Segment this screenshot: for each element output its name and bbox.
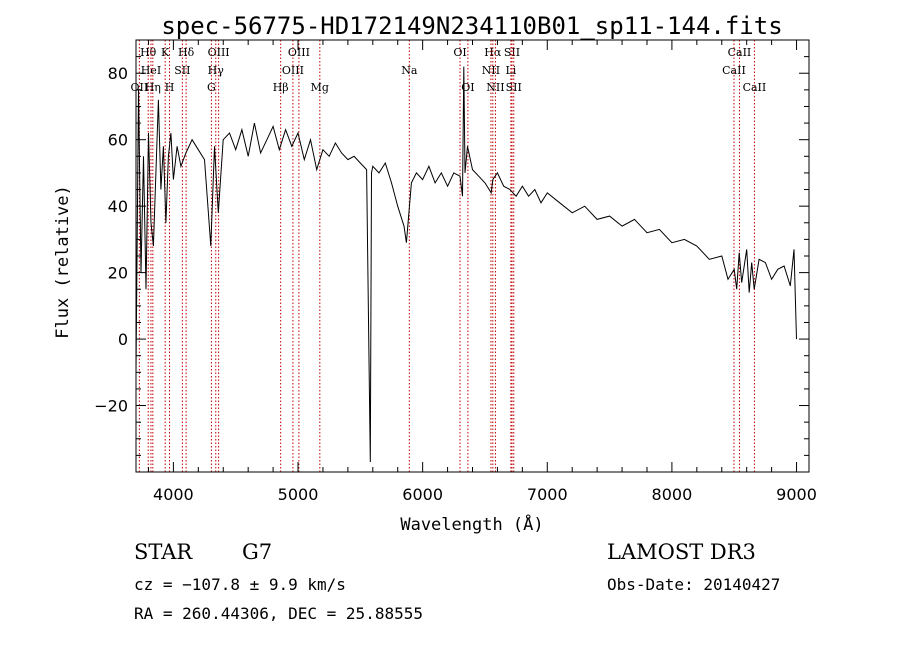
coordinates: RA = 260.44306, DEC = 25.88555: [134, 604, 423, 623]
spectral-line-label-16: OI: [453, 46, 466, 59]
spectral-line-label-5: SII: [174, 64, 190, 77]
spectral-line-label-9: Hγ: [208, 64, 225, 77]
y-tick-label-5: 80: [108, 64, 128, 83]
y-tick-label-1: 0: [118, 330, 128, 349]
redshift-text: cz = −107.8 ± 9.9 km/s: [134, 575, 346, 594]
spectral-line-label-24: CaII: [728, 46, 752, 59]
spectral-line-label-26: CaII: [743, 81, 767, 94]
spectral-line-label-18: Hα: [484, 46, 502, 59]
spectral-line-label-21: SII: [504, 46, 520, 59]
spectral-line-label-14: Mg: [311, 81, 329, 94]
spectral-line-label-1: Hθ: [140, 46, 157, 59]
spectral-line-label-7: Hδ: [178, 46, 195, 59]
plot-frame: [135, 39, 810, 473]
x-axis-label: Wavelength (Å): [400, 513, 543, 535]
spectral-line-label-12: OIII: [282, 64, 304, 77]
spectral-line-label-3: Hη: [145, 81, 161, 94]
spectral-line-label-6: H: [165, 81, 175, 94]
spectral-line-label-8: OIII: [208, 46, 230, 59]
object-type: STAR: [134, 540, 193, 564]
survey-name: LAMOST DR3: [607, 540, 756, 564]
y-tick-label-2: 20: [108, 264, 128, 283]
spectral-subclass: G7: [242, 540, 273, 564]
spectral-line-label-22: Li: [505, 64, 516, 77]
x-tick-label-2: 6000: [402, 485, 443, 504]
spectral-line-label-25: CaII: [722, 64, 746, 77]
spectral-line-label-4: K: [161, 46, 170, 59]
flux-series-group: [135, 66, 797, 463]
spectral-line-label-15: Na: [401, 64, 418, 77]
spectral-line-label-2: HeI: [141, 64, 161, 77]
spectral-line-label-20: NII: [486, 81, 504, 94]
y-axis-label: Flux (relative): [53, 185, 73, 339]
spectral-line-label-13: OIII: [288, 46, 310, 59]
axis-ticks: 4000 5000 6000 7000 8000 9000 −20 0 20 40 60 80: [94, 40, 817, 504]
y-tick-label-4: 60: [108, 131, 128, 150]
chart-title: spec-56775-HD172149N234110B01_sp11-144.f…: [161, 12, 782, 40]
x-tick-label-5: 9000: [776, 485, 817, 504]
x-tick-label-3: 7000: [527, 485, 568, 504]
y-tick-label-0: −20: [94, 397, 128, 416]
x-tick-label-1: 5000: [278, 485, 319, 504]
spectral-line-label-19: NII: [482, 64, 500, 77]
spectral-line-label-11: Hβ: [273, 81, 289, 94]
x-tick-label-0: 4000: [153, 485, 194, 504]
x-tick-label-4: 8000: [652, 485, 693, 504]
y-tick-label-3: 40: [108, 197, 128, 216]
obs-date: Obs-Date: 20140427: [607, 575, 781, 594]
flux-line: [135, 66, 797, 463]
spectral-line-label-23: SII: [506, 81, 522, 94]
spectral-line-label-10: G: [207, 81, 216, 94]
spectral-line-markers: OII Hθ HeI Hη K SII H Hδ OIII Hγ G Hβ OIII OIII Mg Na OI…: [131, 40, 767, 472]
spectral-line-label-0: OII: [131, 81, 149, 94]
